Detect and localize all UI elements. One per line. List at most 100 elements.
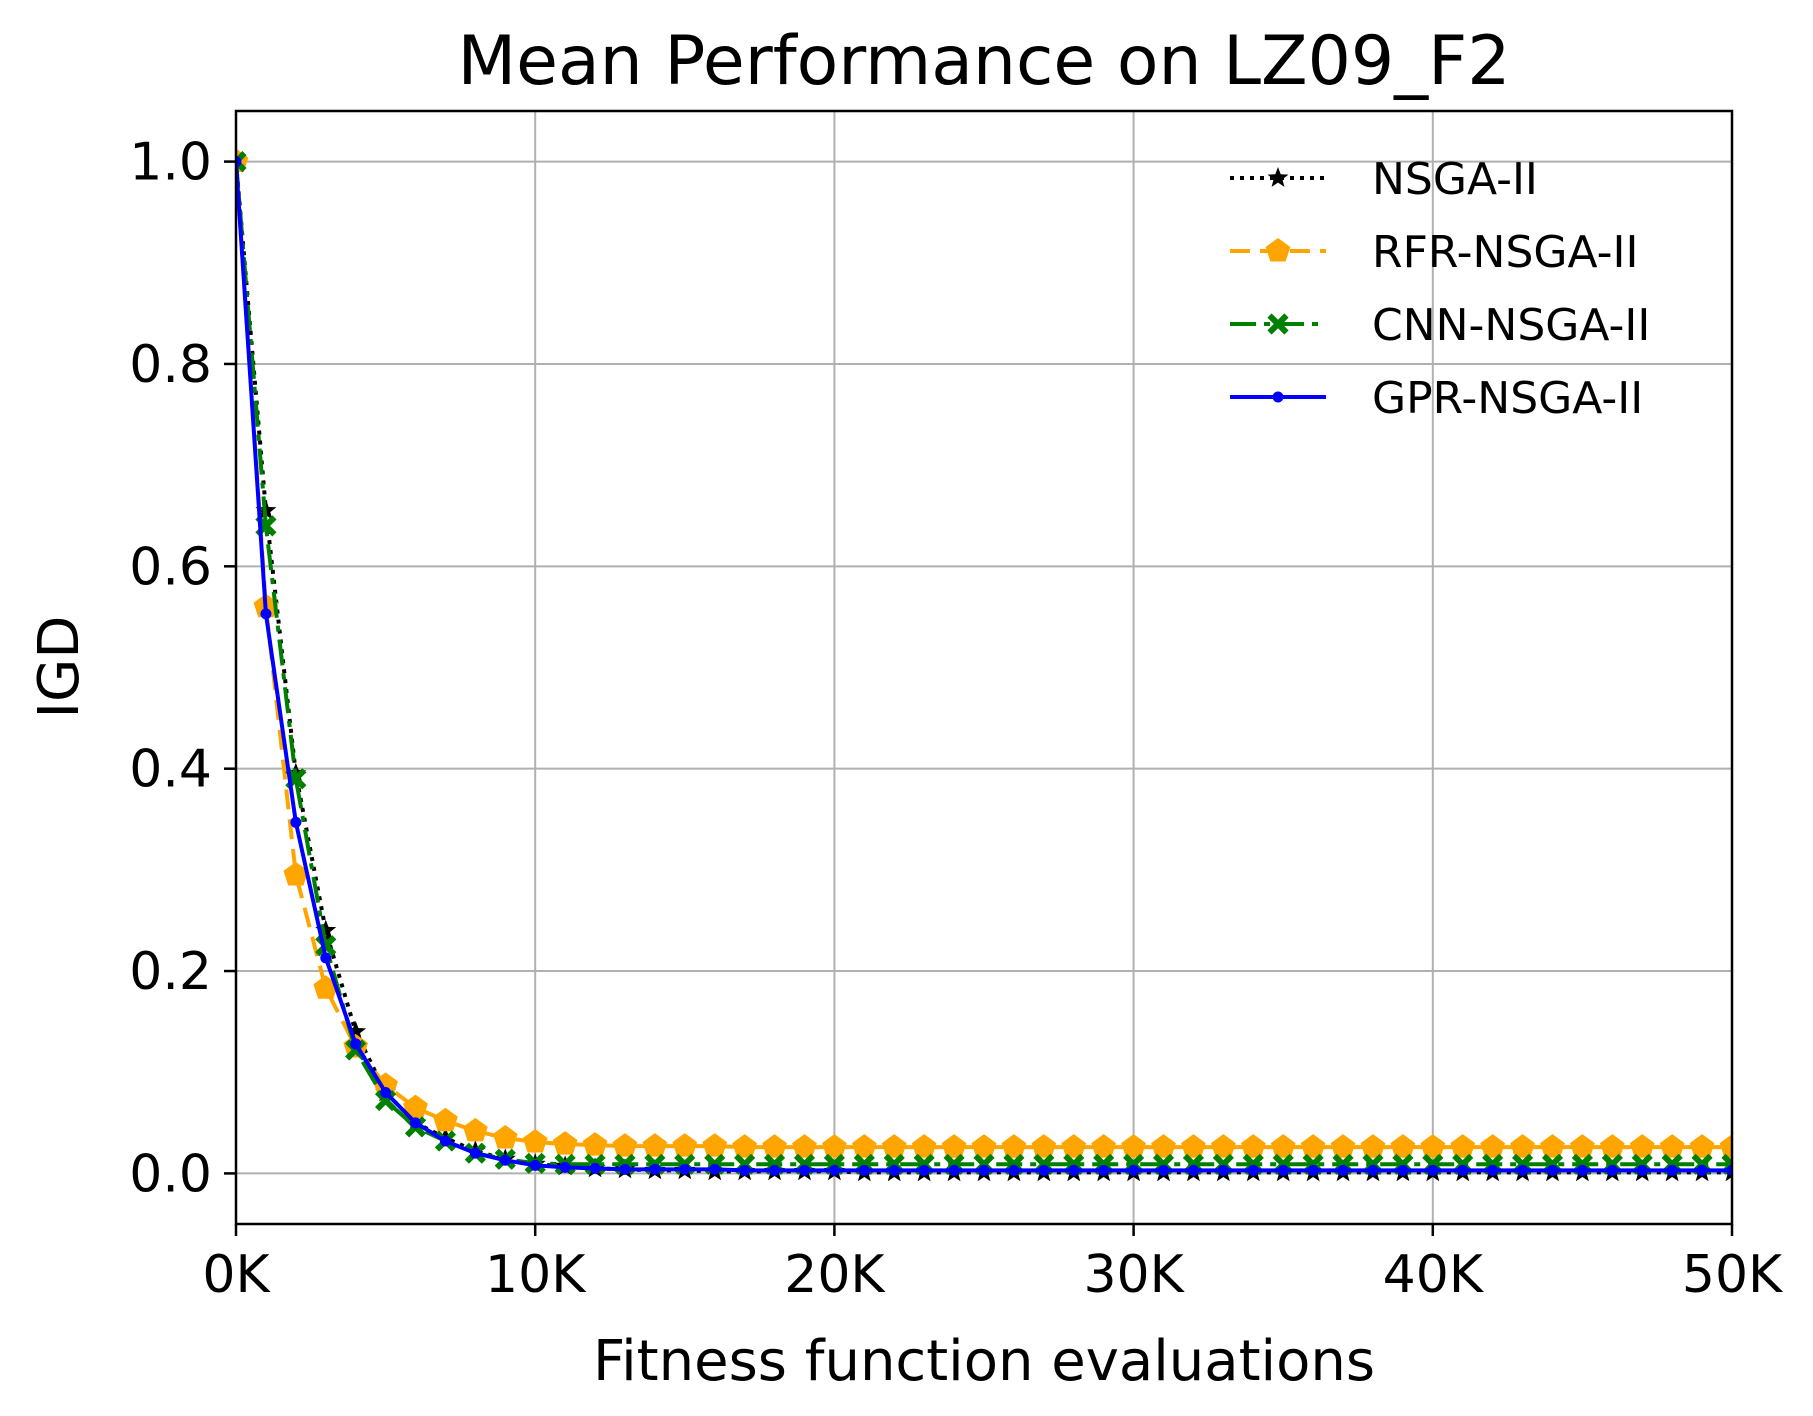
y-tick-label: 0.8 <box>129 335 212 395</box>
data-point <box>1061 1134 1087 1158</box>
legend: NSGA-II RFR-NSGA-II CNN-NSGA-II GPR-NSGA-II <box>1230 154 1650 424</box>
data-point <box>582 1132 608 1156</box>
data-point <box>1247 1164 1259 1176</box>
data-point <box>1038 1164 1050 1176</box>
data-point <box>499 1154 511 1166</box>
data-point <box>911 1134 937 1158</box>
data-point <box>1031 1134 1057 1158</box>
data-point <box>1277 1164 1289 1176</box>
y-axis-label: IGD <box>27 615 92 718</box>
y-tick-label: 0.4 <box>129 740 212 800</box>
data-point <box>732 1134 757 1158</box>
data-point <box>373 1072 398 1096</box>
data-point <box>1337 1164 1349 1176</box>
data-point <box>1390 1134 1416 1158</box>
data-point <box>315 919 337 940</box>
x-tick-label: 0K <box>202 1245 271 1305</box>
y-tick-label: 1.0 <box>129 133 212 193</box>
data-point <box>1420 1134 1446 1158</box>
data-point <box>1091 1134 1117 1158</box>
data-point <box>1629 1134 1655 1158</box>
legend-entry: CNN-NSGA-II <box>1230 300 1650 351</box>
x-tick-label: 20K <box>784 1245 886 1305</box>
data-point <box>1128 1164 1140 1176</box>
data-point <box>350 1038 362 1050</box>
data-point <box>403 1094 428 1119</box>
data-point <box>1599 1134 1625 1158</box>
data-point <box>236 150 247 173</box>
data-point <box>1540 1134 1565 1158</box>
series-layer <box>236 148 1732 1182</box>
data-point <box>1636 1164 1648 1176</box>
data-point <box>822 1134 847 1158</box>
data-point <box>948 1164 960 1176</box>
y-tick-label: 0.6 <box>129 537 212 597</box>
data-point <box>971 1134 997 1158</box>
legend-entry: GPR-NSGA-II <box>1230 373 1643 424</box>
data-point <box>1546 1164 1558 1176</box>
y-tick-label: 0.0 <box>129 1144 212 1204</box>
data-point <box>1427 1164 1439 1176</box>
data-point <box>851 1134 877 1158</box>
data-point <box>290 816 302 828</box>
data-point <box>1001 1134 1027 1158</box>
legend-marker <box>1272 391 1284 403</box>
data-point <box>739 1164 751 1176</box>
data-point <box>1151 1134 1176 1158</box>
series-gpr-nsga-ii <box>236 156 1732 1176</box>
x-tick-label: 30K <box>1083 1245 1185 1305</box>
data-point <box>283 861 309 886</box>
x-tick-label: 50K <box>1682 1245 1784 1305</box>
data-point <box>492 1125 518 1149</box>
legend-marker <box>1267 313 1289 335</box>
data-point <box>1217 1164 1229 1176</box>
data-point <box>1068 1164 1080 1176</box>
data-point <box>236 156 242 168</box>
data-point <box>1270 1134 1296 1158</box>
data-point <box>1666 1164 1678 1176</box>
data-point <box>589 1162 601 1174</box>
data-point <box>1008 1164 1020 1176</box>
series-rfr-nsga-ii <box>236 148 1732 1158</box>
data-point <box>552 1131 578 1155</box>
data-point <box>1187 1164 1199 1176</box>
data-point <box>1098 1164 1110 1176</box>
data-point <box>320 952 332 964</box>
data-point <box>1121 1134 1146 1158</box>
data-point <box>463 1117 488 1142</box>
data-point <box>1696 1164 1708 1176</box>
data-point <box>1158 1164 1170 1176</box>
data-point <box>1480 1134 1505 1158</box>
data-point <box>1240 1134 1266 1158</box>
data-point <box>1300 1134 1326 1158</box>
data-point <box>260 608 272 620</box>
data-point <box>709 1163 721 1175</box>
legend-entry: NSGA-II <box>1230 154 1538 205</box>
data-point <box>1726 1164 1732 1176</box>
plot-frame <box>234 109 1734 1226</box>
legend-marker <box>1267 167 1289 187</box>
data-point <box>769 1164 781 1176</box>
data-point <box>559 1161 571 1173</box>
legend-label: CNN-NSGA-II <box>1372 300 1650 351</box>
data-point <box>529 1159 541 1171</box>
legend-label: RFR-NSGA-II <box>1372 227 1638 278</box>
data-point <box>672 1133 698 1157</box>
data-point <box>1487 1164 1499 1176</box>
data-point <box>798 1164 810 1176</box>
data-point <box>1606 1164 1618 1176</box>
y-tick-label: 0.2 <box>129 942 212 1002</box>
data-point <box>1517 1164 1529 1176</box>
data-point <box>881 1134 907 1158</box>
data-point <box>888 1164 900 1176</box>
data-point <box>469 1147 481 1159</box>
chart-title: Mean Performance on LZ09_F2 <box>457 22 1510 101</box>
data-point <box>649 1163 661 1175</box>
data-point <box>345 1020 367 1041</box>
data-point <box>1659 1134 1685 1158</box>
data-point <box>612 1133 638 1157</box>
data-point <box>858 1164 870 1176</box>
data-point <box>1181 1134 1206 1158</box>
